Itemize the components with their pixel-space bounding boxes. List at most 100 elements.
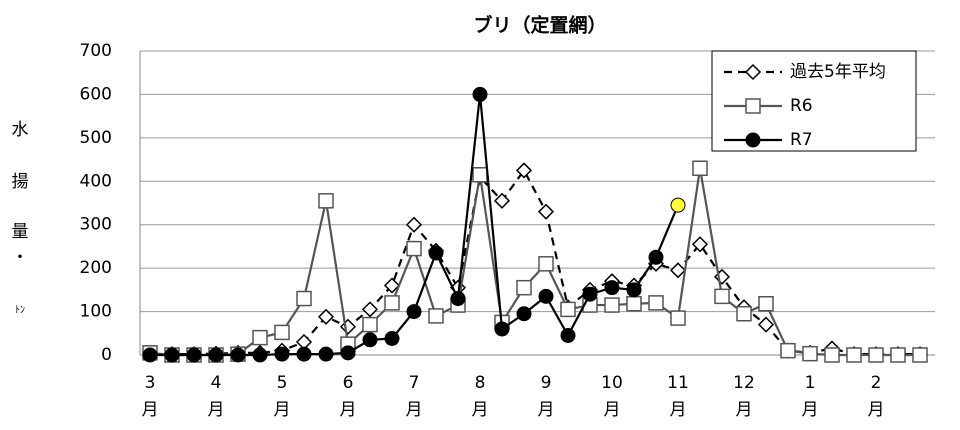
x-tick-label: 3 xyxy=(145,373,156,393)
marker xyxy=(670,310,686,326)
marker xyxy=(472,86,488,102)
marker xyxy=(890,347,906,363)
x-tick-unit: 月 xyxy=(340,400,357,420)
x-tick-unit: 月 xyxy=(274,400,291,420)
marker xyxy=(274,324,290,341)
y-axis-label: ﾄﾝ xyxy=(15,305,25,316)
marker xyxy=(406,304,422,320)
marker xyxy=(537,203,555,220)
y-axis-label: 量 xyxy=(12,222,29,242)
y-tick-label: 400 xyxy=(80,171,112,191)
marker xyxy=(648,249,664,265)
y-axis-label: ・ xyxy=(12,248,29,268)
legend-label: R7 xyxy=(790,130,813,150)
x-tick-label: 2 xyxy=(871,373,882,393)
marker xyxy=(142,347,158,363)
x-tick-label: 9 xyxy=(541,373,552,393)
marker xyxy=(252,329,268,346)
marker xyxy=(745,98,761,114)
marker xyxy=(802,345,818,362)
marker xyxy=(494,321,510,337)
marker xyxy=(604,297,620,313)
x-tick-unit: 月 xyxy=(472,400,489,420)
y-tick-label: 0 xyxy=(101,345,112,365)
legend-label: R6 xyxy=(790,96,813,116)
marker xyxy=(384,330,400,346)
x-tick-unit: 月 xyxy=(604,400,621,420)
x-tick-label: 8 xyxy=(475,373,486,393)
marker xyxy=(361,301,379,318)
x-tick-label: 6 xyxy=(343,373,354,393)
marker xyxy=(516,279,532,296)
marker xyxy=(362,316,378,333)
marker xyxy=(868,347,884,363)
chart-title: ブリ（定置網） xyxy=(473,14,606,37)
y-tick-label: 500 xyxy=(80,128,112,148)
marker xyxy=(744,63,762,81)
x-tick-label: 10 xyxy=(601,373,623,393)
marker xyxy=(757,316,775,333)
marker xyxy=(912,347,928,363)
y-tick-label: 200 xyxy=(80,258,112,278)
x-tick-unit: 月 xyxy=(736,400,753,420)
marker xyxy=(516,306,532,322)
marker xyxy=(318,346,334,362)
marker xyxy=(604,280,620,296)
marker xyxy=(296,290,312,307)
marker xyxy=(560,301,576,318)
marker xyxy=(362,332,378,348)
x-tick-unit: 月 xyxy=(802,400,819,420)
x-tick-label: 7 xyxy=(409,373,420,393)
x-tick-unit: 月 xyxy=(142,400,159,420)
marker xyxy=(714,288,730,305)
marker xyxy=(758,296,774,312)
x-tick-unit: 月 xyxy=(670,400,687,420)
marker xyxy=(736,305,752,322)
marker xyxy=(493,192,511,209)
marker xyxy=(515,162,533,179)
x-tick-unit: 月 xyxy=(208,400,225,420)
marker xyxy=(230,347,246,363)
x-tick-unit: 月 xyxy=(868,400,885,420)
marker xyxy=(691,236,709,253)
marker xyxy=(780,342,796,359)
marker xyxy=(560,327,576,343)
x-tick-label: 11 xyxy=(667,373,689,393)
marker xyxy=(626,296,642,312)
marker xyxy=(186,347,202,363)
marker xyxy=(428,308,444,324)
y-axis-label: 揚 xyxy=(12,172,29,192)
marker xyxy=(406,240,422,257)
marker xyxy=(317,308,335,325)
x-tick-label: 1 xyxy=(805,373,816,393)
y-tick-label: 700 xyxy=(80,41,112,61)
marker xyxy=(648,295,664,311)
legend-label: 過去5年平均 xyxy=(790,62,886,82)
marker xyxy=(296,346,312,362)
marker xyxy=(538,288,554,304)
x-tick-label: 4 xyxy=(211,373,222,393)
marker xyxy=(824,347,840,363)
y-tick-label: 100 xyxy=(80,302,112,322)
marker xyxy=(450,291,466,307)
marker xyxy=(670,197,686,213)
marker xyxy=(626,282,642,298)
marker xyxy=(252,347,268,363)
series-line xyxy=(149,168,920,357)
marker xyxy=(274,346,290,362)
marker xyxy=(692,160,708,177)
marker xyxy=(846,347,862,363)
x-tick-label: 12 xyxy=(733,373,755,393)
x-tick-unit: 月 xyxy=(406,400,423,420)
marker xyxy=(383,277,401,294)
marker xyxy=(340,345,356,361)
x-tick-label: 5 xyxy=(277,373,288,393)
marker xyxy=(164,347,180,363)
marker xyxy=(582,286,598,302)
series-line xyxy=(149,168,920,356)
marker xyxy=(339,318,357,335)
marker xyxy=(405,216,423,233)
marker xyxy=(384,295,400,311)
